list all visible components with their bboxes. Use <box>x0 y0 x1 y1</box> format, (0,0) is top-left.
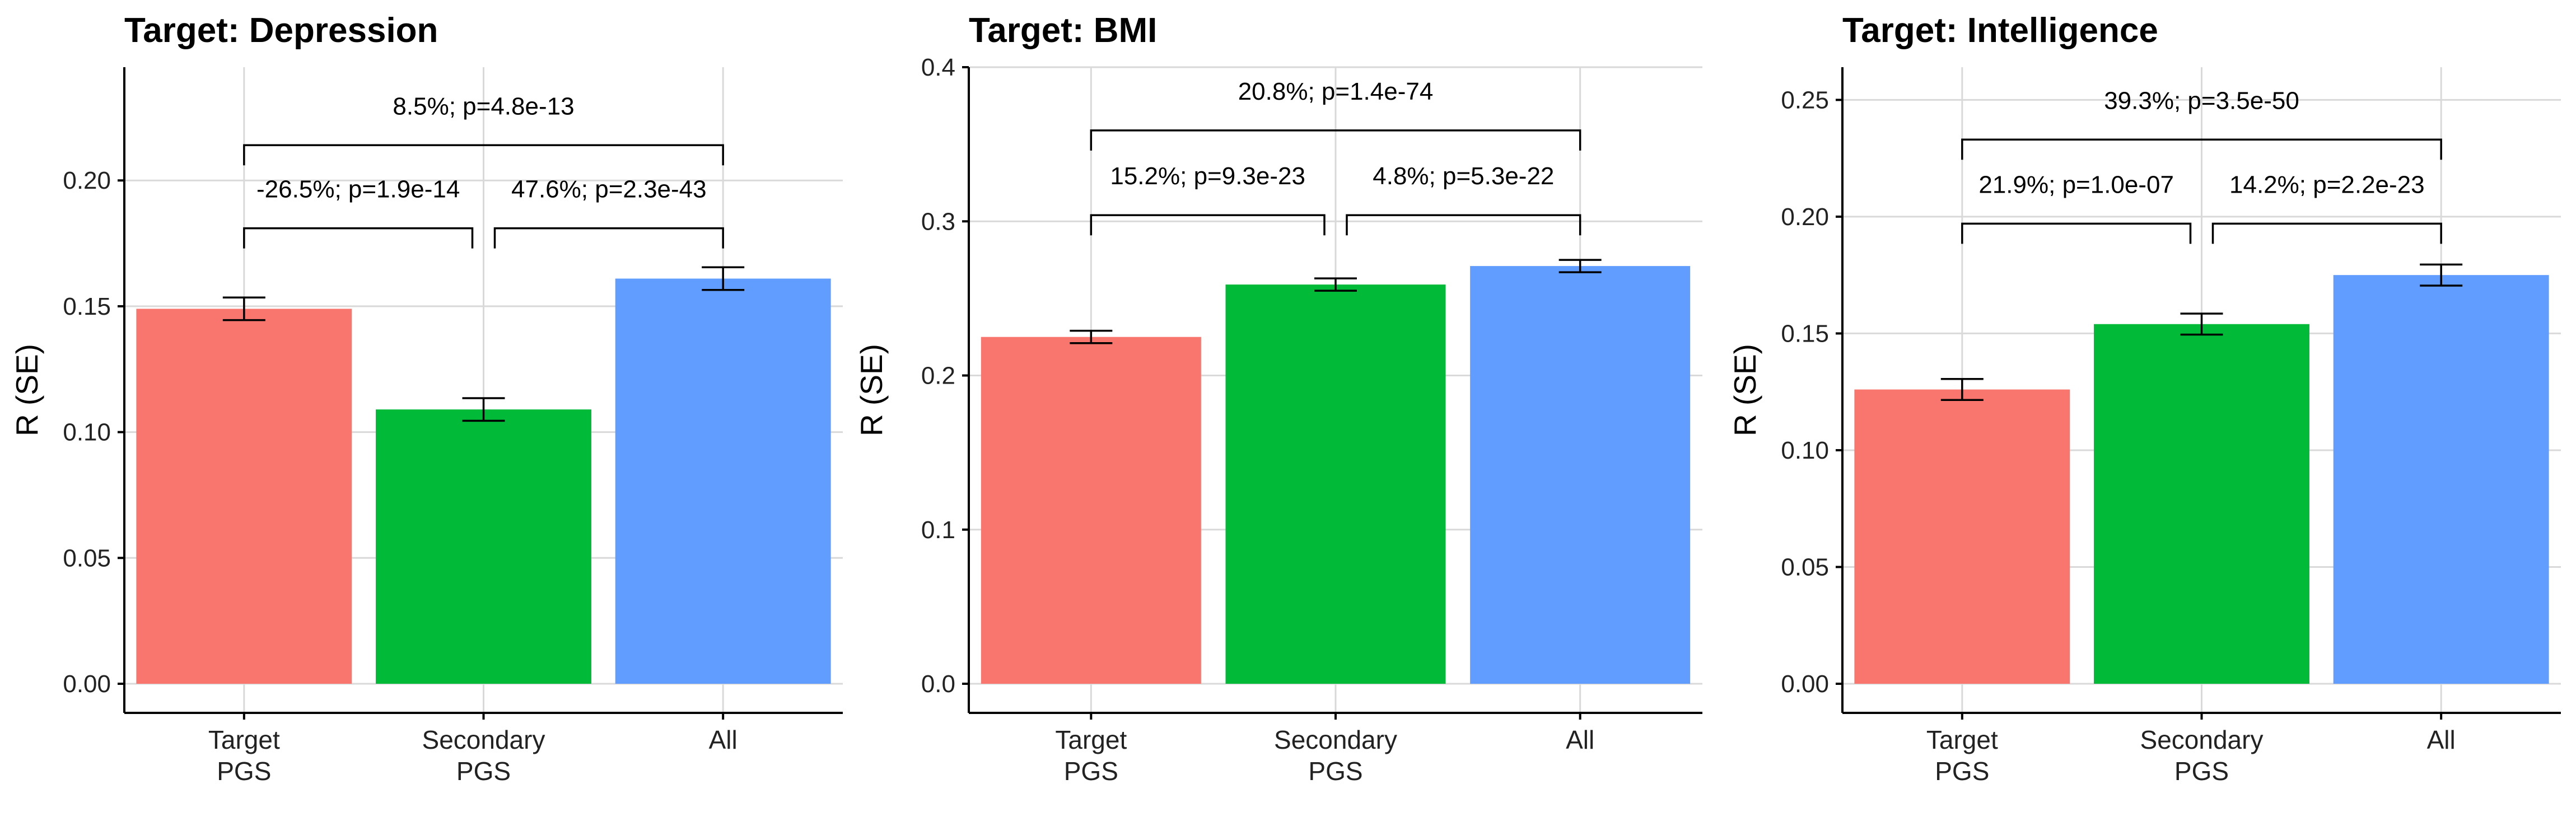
x-tick-label-secondary-pgs: Secondary PGS <box>422 725 545 786</box>
x-tick-label-all: All <box>2427 725 2456 754</box>
significance-label: 21.9%; p=1.0e-07 <box>1978 171 2174 198</box>
x-tick-label-line: Target <box>208 725 280 754</box>
panel-title: Target: BMI <box>969 11 1157 50</box>
significance-label: 4.8%; p=5.3e-22 <box>1373 162 1554 190</box>
significance-bracket <box>1961 222 2192 244</box>
x-tick-label-line: PGS <box>1308 757 1362 786</box>
x-tick-label-line: All <box>2427 725 2456 754</box>
x-tick-label-line: Secondary <box>2140 725 2264 754</box>
bar-target-pgs <box>981 337 1201 684</box>
significance-bracket <box>1961 138 2442 160</box>
significance-label: -26.5%; p=1.9e-14 <box>256 176 460 203</box>
x-tick-label-line: PGS <box>2174 757 2229 786</box>
panel-bmi: Target: BMI 15.2%; p=9.3e-23 4.8%; p=5.3e-… <box>854 11 1702 786</box>
significance-label: 14.2%; p=2.2e-23 <box>2229 171 2425 198</box>
bar-all <box>1470 266 1691 684</box>
y-tick-label: 0.00 <box>1781 670 1829 698</box>
x-tick-label-target-pgs: Target PGS <box>1055 725 1127 786</box>
y-tick-label: 0.3 <box>921 208 955 235</box>
significance-bracket <box>243 144 724 166</box>
bar-all <box>2333 275 2549 684</box>
x-tick-label-line: Secondary <box>1274 725 1397 754</box>
y-tick-label: 0.00 <box>63 670 111 698</box>
x-tick-label-line: Target <box>1926 725 1998 754</box>
panel-title: Target: Intelligence <box>1842 11 2158 50</box>
y-tick-label: 0.25 <box>1781 86 1829 114</box>
panel-depression: Target: Depression -26.5%; p=1.9e-14 47.6%… <box>10 11 843 786</box>
y-axis-label: R (SE) <box>1728 344 1762 436</box>
error-bar-all <box>1558 259 1602 273</box>
y-tick-label: 0.20 <box>1781 203 1829 231</box>
y-tick-label: 0.20 <box>63 167 111 194</box>
y-tick-label: 0.0 <box>921 670 955 698</box>
bar-secondary-pgs <box>1225 284 1446 684</box>
y-tick-label: 0.05 <box>63 544 111 572</box>
x-tick-label-secondary-pgs: Secondary PGS <box>1274 725 1397 786</box>
y-tick-label: 0.15 <box>63 293 111 320</box>
x-tick-label-target-pgs: Target PGS <box>1926 725 1998 786</box>
error-bar-target-pgs <box>1070 329 1113 344</box>
x-tick-label-line: PGS <box>1935 757 1989 786</box>
x-tick-label-line: PGS <box>456 757 511 786</box>
error-bar-target-pgs <box>1940 378 1984 402</box>
significance-bracket <box>2211 222 2442 244</box>
significance-bracket <box>243 227 474 249</box>
significance-label: 39.3%; p=3.5e-50 <box>2104 87 2299 114</box>
x-tick-label-all: All <box>1566 725 1594 754</box>
x-tick-label-line: All <box>1566 725 1594 754</box>
y-axis-label: R (SE) <box>10 344 44 436</box>
bar-secondary-pgs <box>2094 324 2309 684</box>
significance-bracket <box>493 227 724 249</box>
error-bar-all <box>2420 263 2463 287</box>
significance-label: 20.8%; p=1.4e-74 <box>1238 78 1434 105</box>
y-tick-label: 0.05 <box>1781 553 1829 581</box>
x-tick-label-line: PGS <box>1064 757 1118 786</box>
significance-label: 15.2%; p=9.3e-23 <box>1110 162 1305 190</box>
y-axis-label: R (SE) <box>854 344 889 436</box>
error-bar-target-pgs <box>222 296 265 321</box>
x-tick-label-target-pgs: Target PGS <box>208 725 280 786</box>
error-bar-secondary-pgs <box>462 397 505 422</box>
error-bar-all <box>702 266 745 291</box>
y-tick-label: 0.2 <box>921 362 955 390</box>
significance-bracket <box>1090 129 1581 151</box>
error-bar-secondary-pgs <box>2180 312 2223 336</box>
bar-all <box>615 278 831 684</box>
bar-target-pgs <box>136 309 352 684</box>
x-tick-label-all: All <box>709 725 738 754</box>
y-tick-label: 0.4 <box>921 54 955 81</box>
y-tick-label: 0.1 <box>921 516 955 544</box>
y-tick-label: 0.10 <box>63 419 111 446</box>
x-tick-label-line: Target <box>1055 725 1127 754</box>
significance-bracket <box>1090 214 1326 236</box>
significance-label: 8.5%; p=4.8e-13 <box>393 92 574 120</box>
significance-bracket <box>1346 214 1581 236</box>
panel-title: Target: Depression <box>124 11 438 50</box>
x-tick-label-secondary-pgs: Secondary PGS <box>2140 725 2264 786</box>
y-tick-label: 0.10 <box>1781 437 1829 464</box>
bar-secondary-pgs <box>376 409 591 684</box>
panel-intelligence: Target: Intelligence 21.9%; p=1.0e-07 14.2… <box>1728 11 2561 786</box>
bar-target-pgs <box>1854 389 2070 684</box>
x-tick-label-line: Secondary <box>422 725 545 754</box>
error-bar-secondary-pgs <box>1314 277 1357 292</box>
y-tick-label: 0.15 <box>1781 320 1829 347</box>
x-tick-label-line: All <box>709 725 738 754</box>
x-tick-label-line: PGS <box>217 757 271 786</box>
significance-label: 47.6%; p=2.3e-43 <box>511 176 707 203</box>
